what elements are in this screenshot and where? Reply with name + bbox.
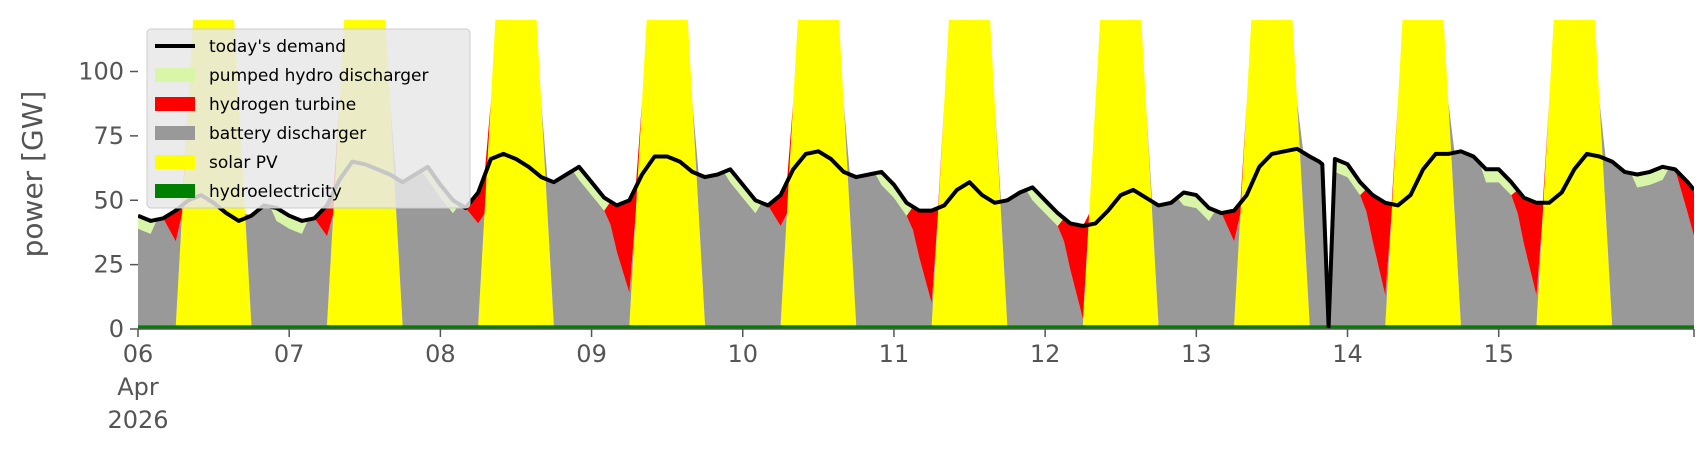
legend-label-pumped-hydro-discharger: pumped hydro discharger (209, 66, 428, 86)
y-axis-label: power [GW] (16, 91, 49, 258)
y-tick-label: 50 (93, 186, 124, 214)
x-tick-label: 09 (576, 340, 607, 368)
legend-label-today-s-demand: today's demand (209, 37, 346, 57)
x-tick-label: Apr (117, 373, 159, 401)
x-tick-label: 08 (425, 340, 456, 368)
legend-swatch-solar-pv (155, 155, 195, 169)
x-tick-label: 2026 (107, 406, 168, 434)
axes: 0 25 50 75 100 06 Apr 2026 07 08 09 10 11 12 13 14 15 (78, 58, 1695, 434)
y-tick-label: 0 (109, 315, 124, 343)
x-tick-label: 11 (879, 340, 910, 368)
x-tick-label: 10 (727, 340, 758, 368)
legend-label-battery-discharger: battery discharger (209, 124, 366, 144)
area-layers (138, 20, 1694, 329)
x-tick-label: 13 (1181, 340, 1212, 368)
series-battery-discharger-area (138, 20, 1694, 326)
x-tick-label: 12 (1030, 340, 1061, 368)
legend-swatch-hydroelectricity (155, 184, 195, 198)
legend-label-hydroelectricity: hydroelectricity (209, 182, 342, 202)
x-tick-label: 15 (1483, 340, 1514, 368)
legend-swatch-hydrogen-turbine (155, 97, 195, 111)
x-tick-label: 14 (1332, 340, 1363, 368)
legend-swatch-pumped-hydro-discharger (155, 68, 195, 82)
legend-label-solar-pv: solar PV (209, 153, 278, 173)
series-solar-pv-area (138, 20, 1694, 326)
y-tick-label: 25 (93, 251, 124, 279)
series-hydroelectricity-area (138, 325, 1694, 329)
legend-label-hydrogen-turbine: hydrogen turbine (209, 95, 356, 115)
legend-swatch-battery-discharger (155, 126, 195, 140)
y-tick-label: 100 (78, 58, 124, 86)
x-tick-label: 07 (274, 340, 305, 368)
y-tick-label: 75 (93, 122, 124, 150)
legend-box (146, 28, 471, 209)
legend: today's demand pumped hydro discharger hyd… (146, 28, 471, 209)
x-tick-label: 06 (123, 340, 154, 368)
